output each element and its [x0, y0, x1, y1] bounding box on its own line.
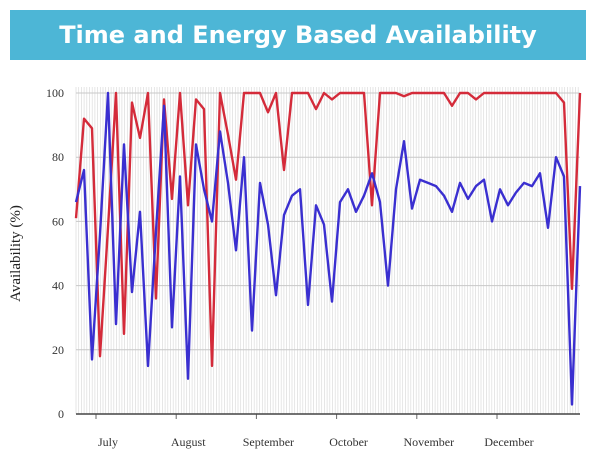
y-tick-label: 0: [58, 407, 64, 421]
series-lines: [74, 91, 582, 406]
y-tick-label: 100: [46, 86, 64, 100]
y-axis-ticks: 0 20 40 60 80 100: [46, 86, 64, 421]
y-tick-label: 40: [52, 279, 64, 293]
vertical-grid: [75, 87, 579, 414]
x-tick-label: July: [98, 435, 118, 449]
chart-title-banner: Time and Energy Based Availability: [10, 10, 586, 60]
x-tick-label: August: [171, 435, 206, 449]
x-tick-label: December: [484, 435, 533, 449]
y-tick-label: 60: [52, 214, 64, 228]
series-line-2: [74, 91, 582, 406]
series-line-1: [74, 91, 582, 368]
x-tick-label: September: [243, 435, 294, 449]
y-axis-label: Availability (%): [8, 205, 24, 302]
chart-title: Time and Energy Based Availability: [59, 21, 537, 49]
y-tick-label: 20: [52, 343, 64, 357]
x-tick-label: October: [329, 435, 368, 449]
x-tick-label: November: [403, 435, 454, 449]
x-axis-ticks: July August September October November Decemb…: [95, 414, 534, 449]
y-tick-label: 80: [52, 150, 64, 164]
